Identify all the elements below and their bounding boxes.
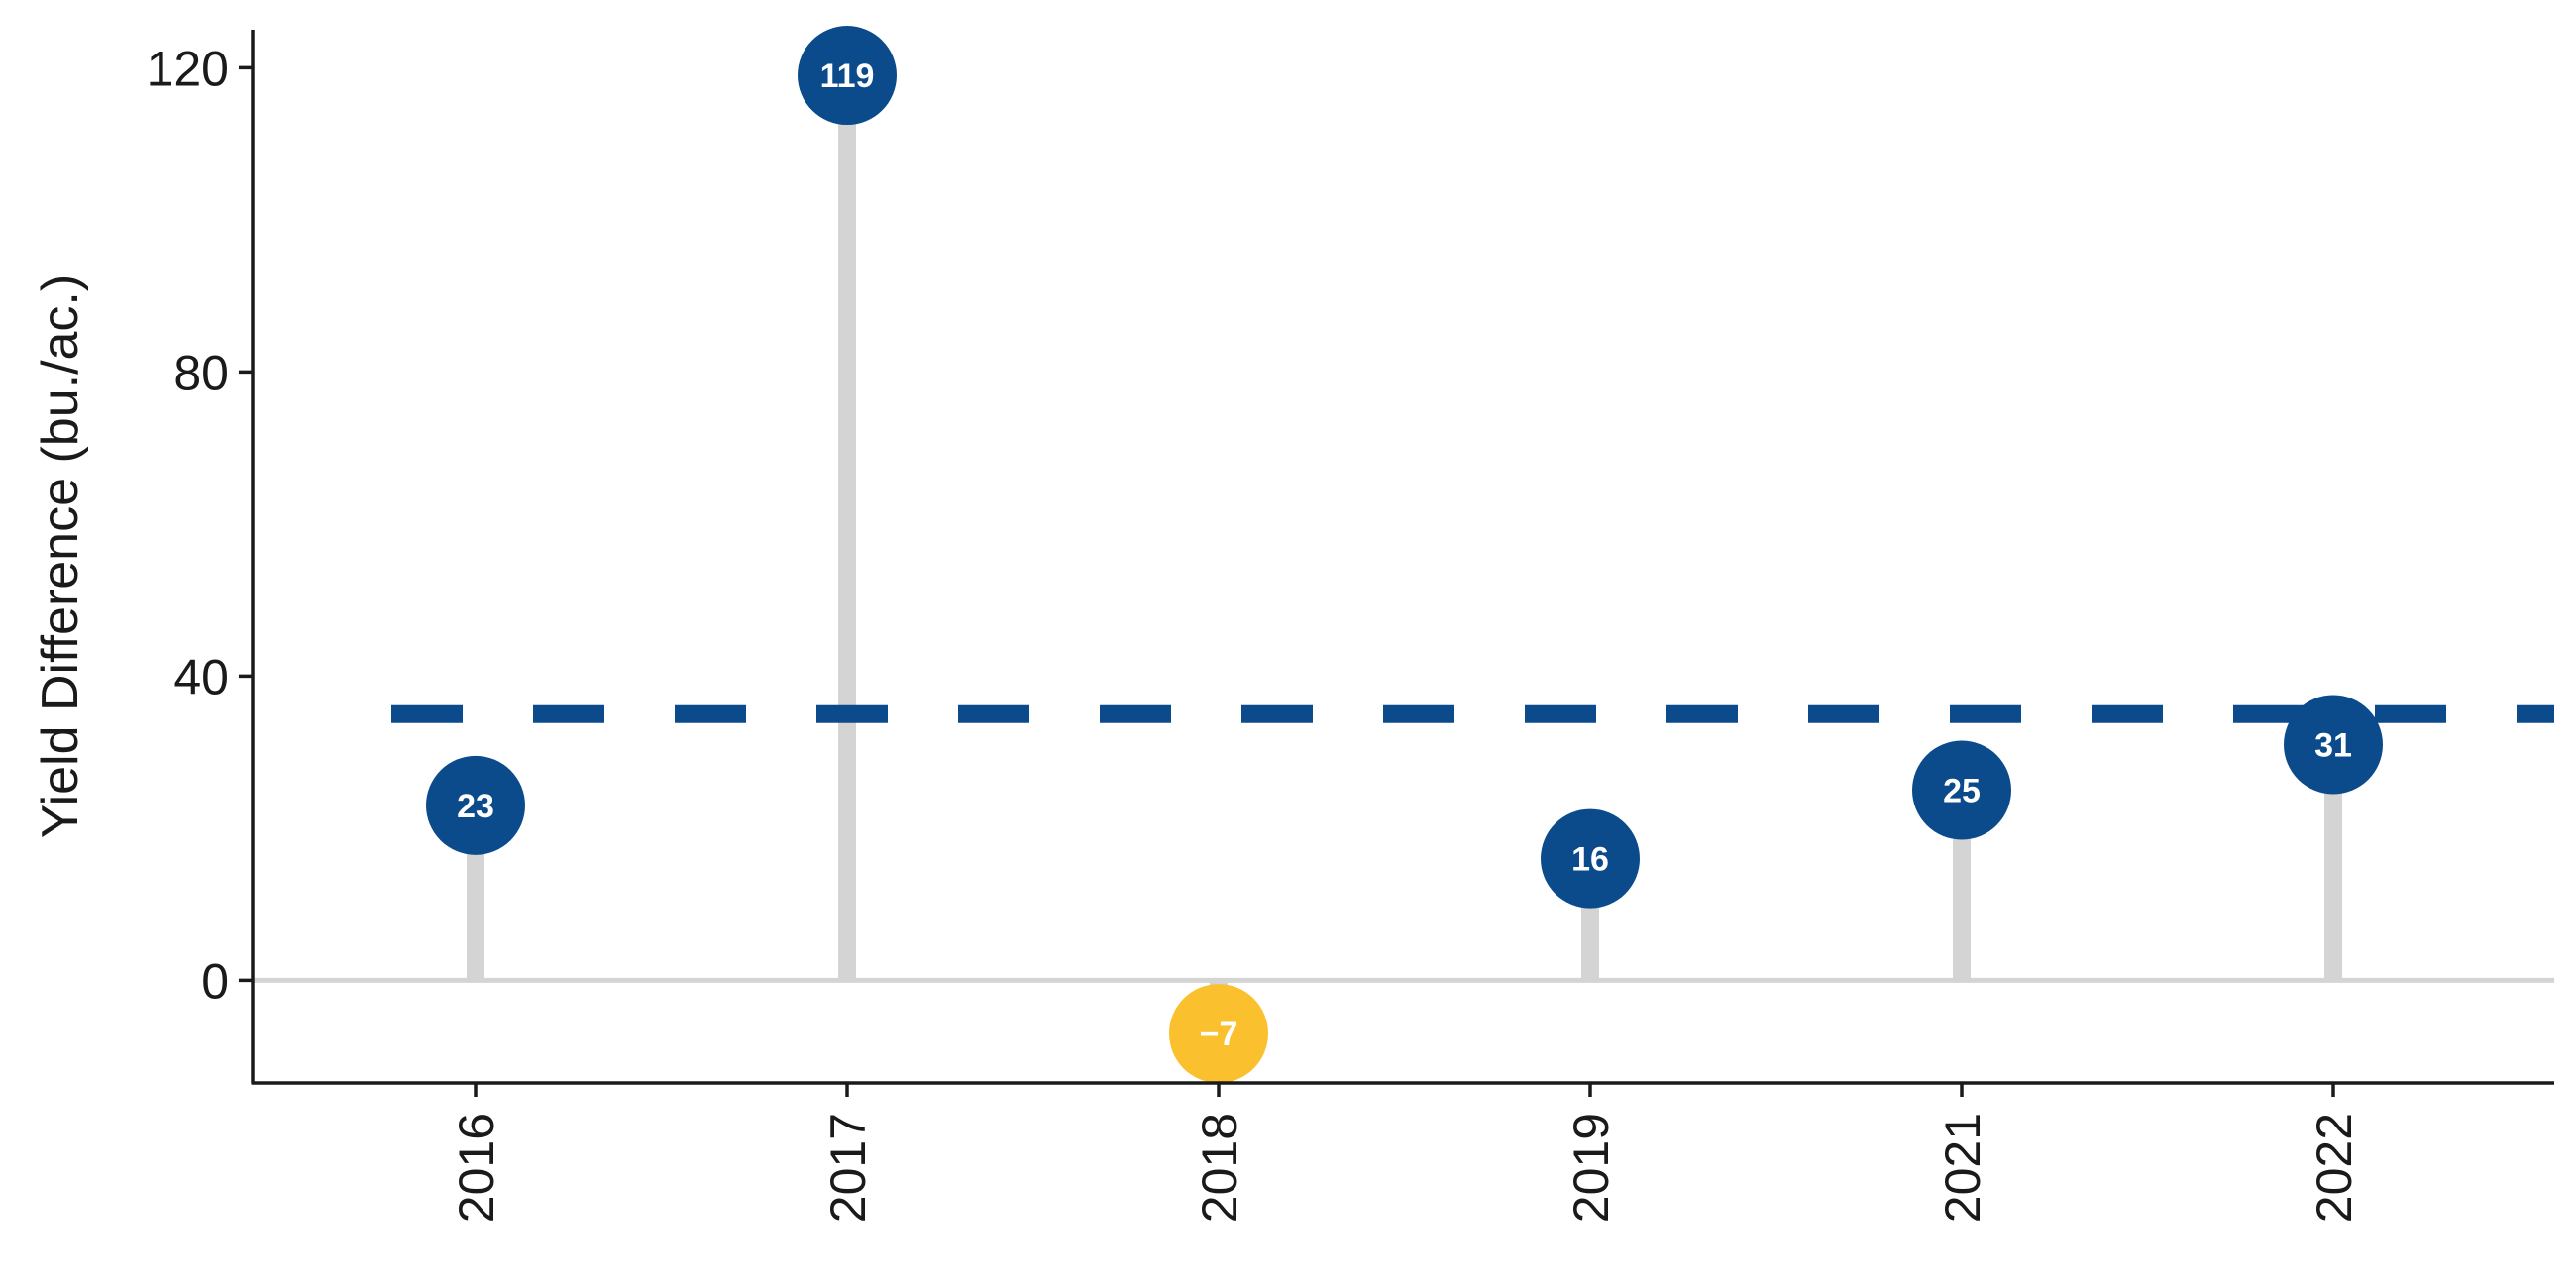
x-tick-label: 2022 <box>2307 1113 2362 1223</box>
lollipop-point <box>798 26 897 126</box>
y-tick-label: 0 <box>201 953 229 1009</box>
x-tick-label: 2019 <box>1563 1113 1619 1223</box>
lollipop-point <box>2284 695 2383 795</box>
lollipop-point <box>1169 984 1268 1084</box>
data-label: 23 <box>457 788 494 825</box>
lollipop-point <box>1541 808 1640 909</box>
x-tick-label: 2018 <box>1192 1113 1247 1223</box>
data-label: −7 <box>1200 1016 1238 1053</box>
data-label: 25 <box>1943 773 1981 810</box>
x-tick-label: 2017 <box>820 1113 876 1223</box>
y-tick-label: 120 <box>147 41 229 96</box>
points-layer: 23 119 −7 16 25 31 <box>426 26 2383 1084</box>
lollipop-point <box>1912 740 2011 840</box>
lollipop-point <box>426 755 525 855</box>
x-tick-label: 2016 <box>449 1113 504 1223</box>
y-axis-title: Yield Difference (bu./ac.) <box>32 274 89 838</box>
y-tick-label: 40 <box>173 649 229 704</box>
data-label: 31 <box>2314 726 2352 764</box>
x-tick-label: 2021 <box>1935 1113 1990 1223</box>
stems-layer <box>467 75 2342 1034</box>
y-tick-label: 80 <box>173 345 229 400</box>
data-label: 16 <box>1571 841 1609 879</box>
data-label: 119 <box>820 57 875 95</box>
axes-layer: 0 40 80 120 2016 2017 2018 2019 2021 2022 <box>147 30 2554 1223</box>
